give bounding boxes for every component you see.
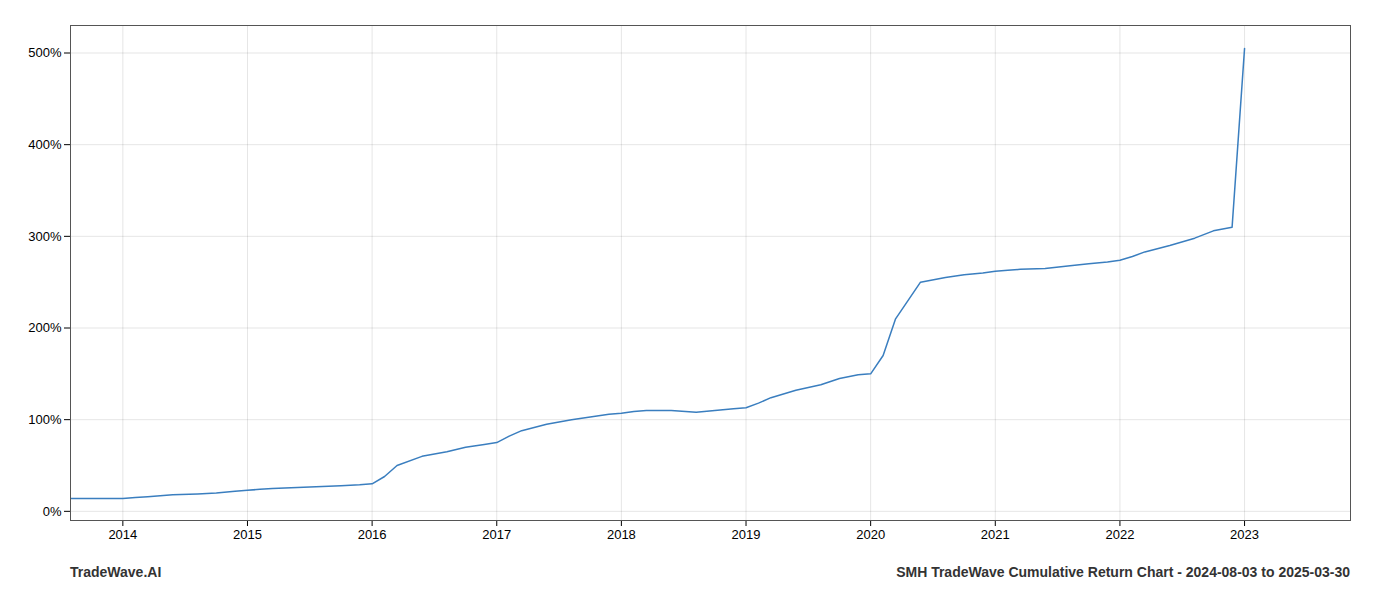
html-text:TradeWave.AI: TradeWave.AI bbox=[70, 564, 162, 580]
svg-text:2014: 2014 bbox=[108, 527, 137, 542]
svg-text:2023: 2023 bbox=[1230, 527, 1259, 542]
svg-text:2015: 2015 bbox=[233, 527, 262, 542]
svg-text:100%: 100% bbox=[28, 412, 62, 427]
svg-text:500%: 500% bbox=[28, 45, 62, 60]
svg-text:0%: 0% bbox=[43, 503, 62, 518]
svg-text:2017: 2017 bbox=[482, 527, 511, 542]
svg-text:400%: 400% bbox=[28, 137, 62, 152]
html-text:SMH TradeWave Cumulative Retur: SMH TradeWave Cumulative Return Chart - … bbox=[896, 564, 1350, 580]
svg-text:2016: 2016 bbox=[358, 527, 387, 542]
svg-text:2018: 2018 bbox=[607, 527, 636, 542]
svg-text:2021: 2021 bbox=[981, 527, 1010, 542]
svg-text:2019: 2019 bbox=[732, 527, 761, 542]
svg-text:200%: 200% bbox=[28, 320, 62, 335]
svg-text:2020: 2020 bbox=[856, 527, 885, 542]
svg-text:2022: 2022 bbox=[1105, 527, 1134, 542]
svg-text:300%: 300% bbox=[28, 228, 62, 243]
